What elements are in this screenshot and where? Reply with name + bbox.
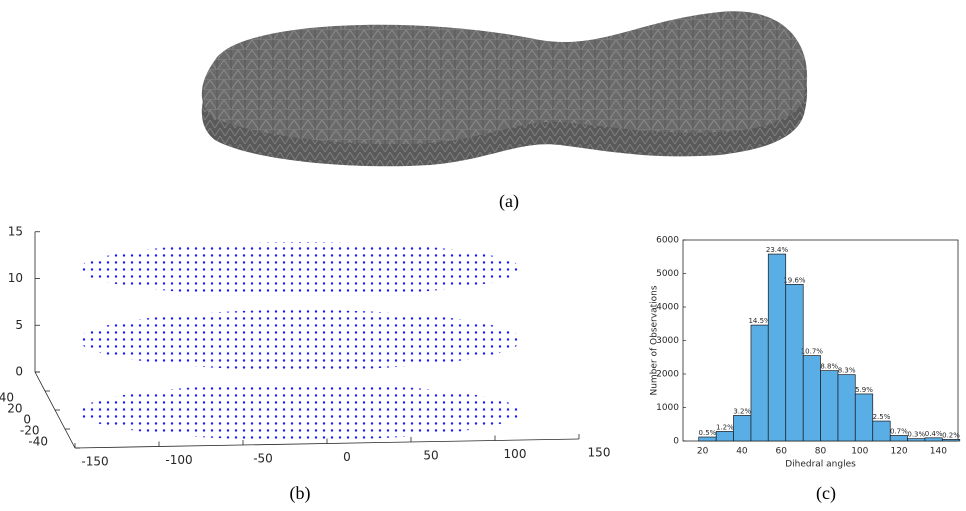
x-tick-label: 150 [588,446,611,460]
x-tick-label: 80 [815,447,827,457]
bar [698,436,717,442]
z-tick-label: 0 [15,365,23,379]
bar [889,435,908,442]
bar [854,393,874,442]
x-tick-label: 0 [343,450,351,464]
y-tick-label: 4000 [656,303,679,313]
x-tick-label: 50 [423,449,438,463]
value-label: 0.7% [890,427,908,435]
x-tick-label: -100 [165,453,192,467]
bar [924,437,943,442]
bar [907,438,926,442]
value-label: 0.4% [925,430,943,438]
bar [837,374,856,442]
x-tick-label: 20 [697,447,709,457]
value-label: 14.5% [748,317,771,325]
x-tick-label: 140 [930,447,947,457]
z-tick-label: 10 [8,271,23,285]
value-label: 8.8% [820,363,838,371]
x-tick-label: -50 [253,452,273,466]
bar [872,420,891,442]
value-label: 8.3% [838,367,856,375]
bar [750,324,769,442]
y-axis-label: Number of Observations [650,285,660,395]
x-tick-label: -150 [81,455,108,469]
bar [802,355,821,442]
x-tick-label: 120 [890,447,907,457]
bar [733,415,752,442]
y-tick-label: 6000 [656,236,679,246]
y-tick-label: 2000 [656,370,679,380]
y-tick-label: 0 [23,413,31,427]
value-label: 3.2% [733,407,751,415]
z-tick-label: 15 [8,224,23,238]
bar [715,431,734,442]
value-label: 5.9% [855,386,873,394]
value-label: 23.4% [766,246,789,254]
caption: (b) [290,483,311,504]
bar [820,370,839,442]
y-tick-label: 1000 [656,403,679,413]
value-label: 0.5% [699,429,717,437]
y-tick-label: -20 [20,424,40,438]
x-axis-label: Dihedral angles [785,460,856,470]
value-label: 19.6% [783,276,806,284]
value-label: 10.7% [801,348,824,356]
x-tick-label: 100 [851,447,868,457]
x-tick-label: 60 [775,447,787,457]
point-layers [79,242,521,440]
y-tick-label: 0 [673,437,679,447]
bar [785,284,804,442]
y-tick-label: 3000 [656,336,679,346]
value-label: 0.2% [942,431,960,439]
x-tick-label: 40 [736,447,748,457]
y-tick-label: 40 [0,391,14,405]
bar [941,439,961,442]
value-label: 1.2% [716,423,734,431]
value-label: 0.3% [907,431,925,439]
z-tick-label: 5 [15,318,23,332]
value-label: 2.5% [873,413,891,421]
y-tick-label: 5000 [656,269,679,279]
caption: (a) [499,191,519,212]
insole-render [201,11,808,167]
caption: (c) [816,483,836,504]
y-tick-label: 20 [7,402,22,416]
y-tick-label: -40 [28,435,48,449]
x-tick-label: 100 [504,447,527,461]
